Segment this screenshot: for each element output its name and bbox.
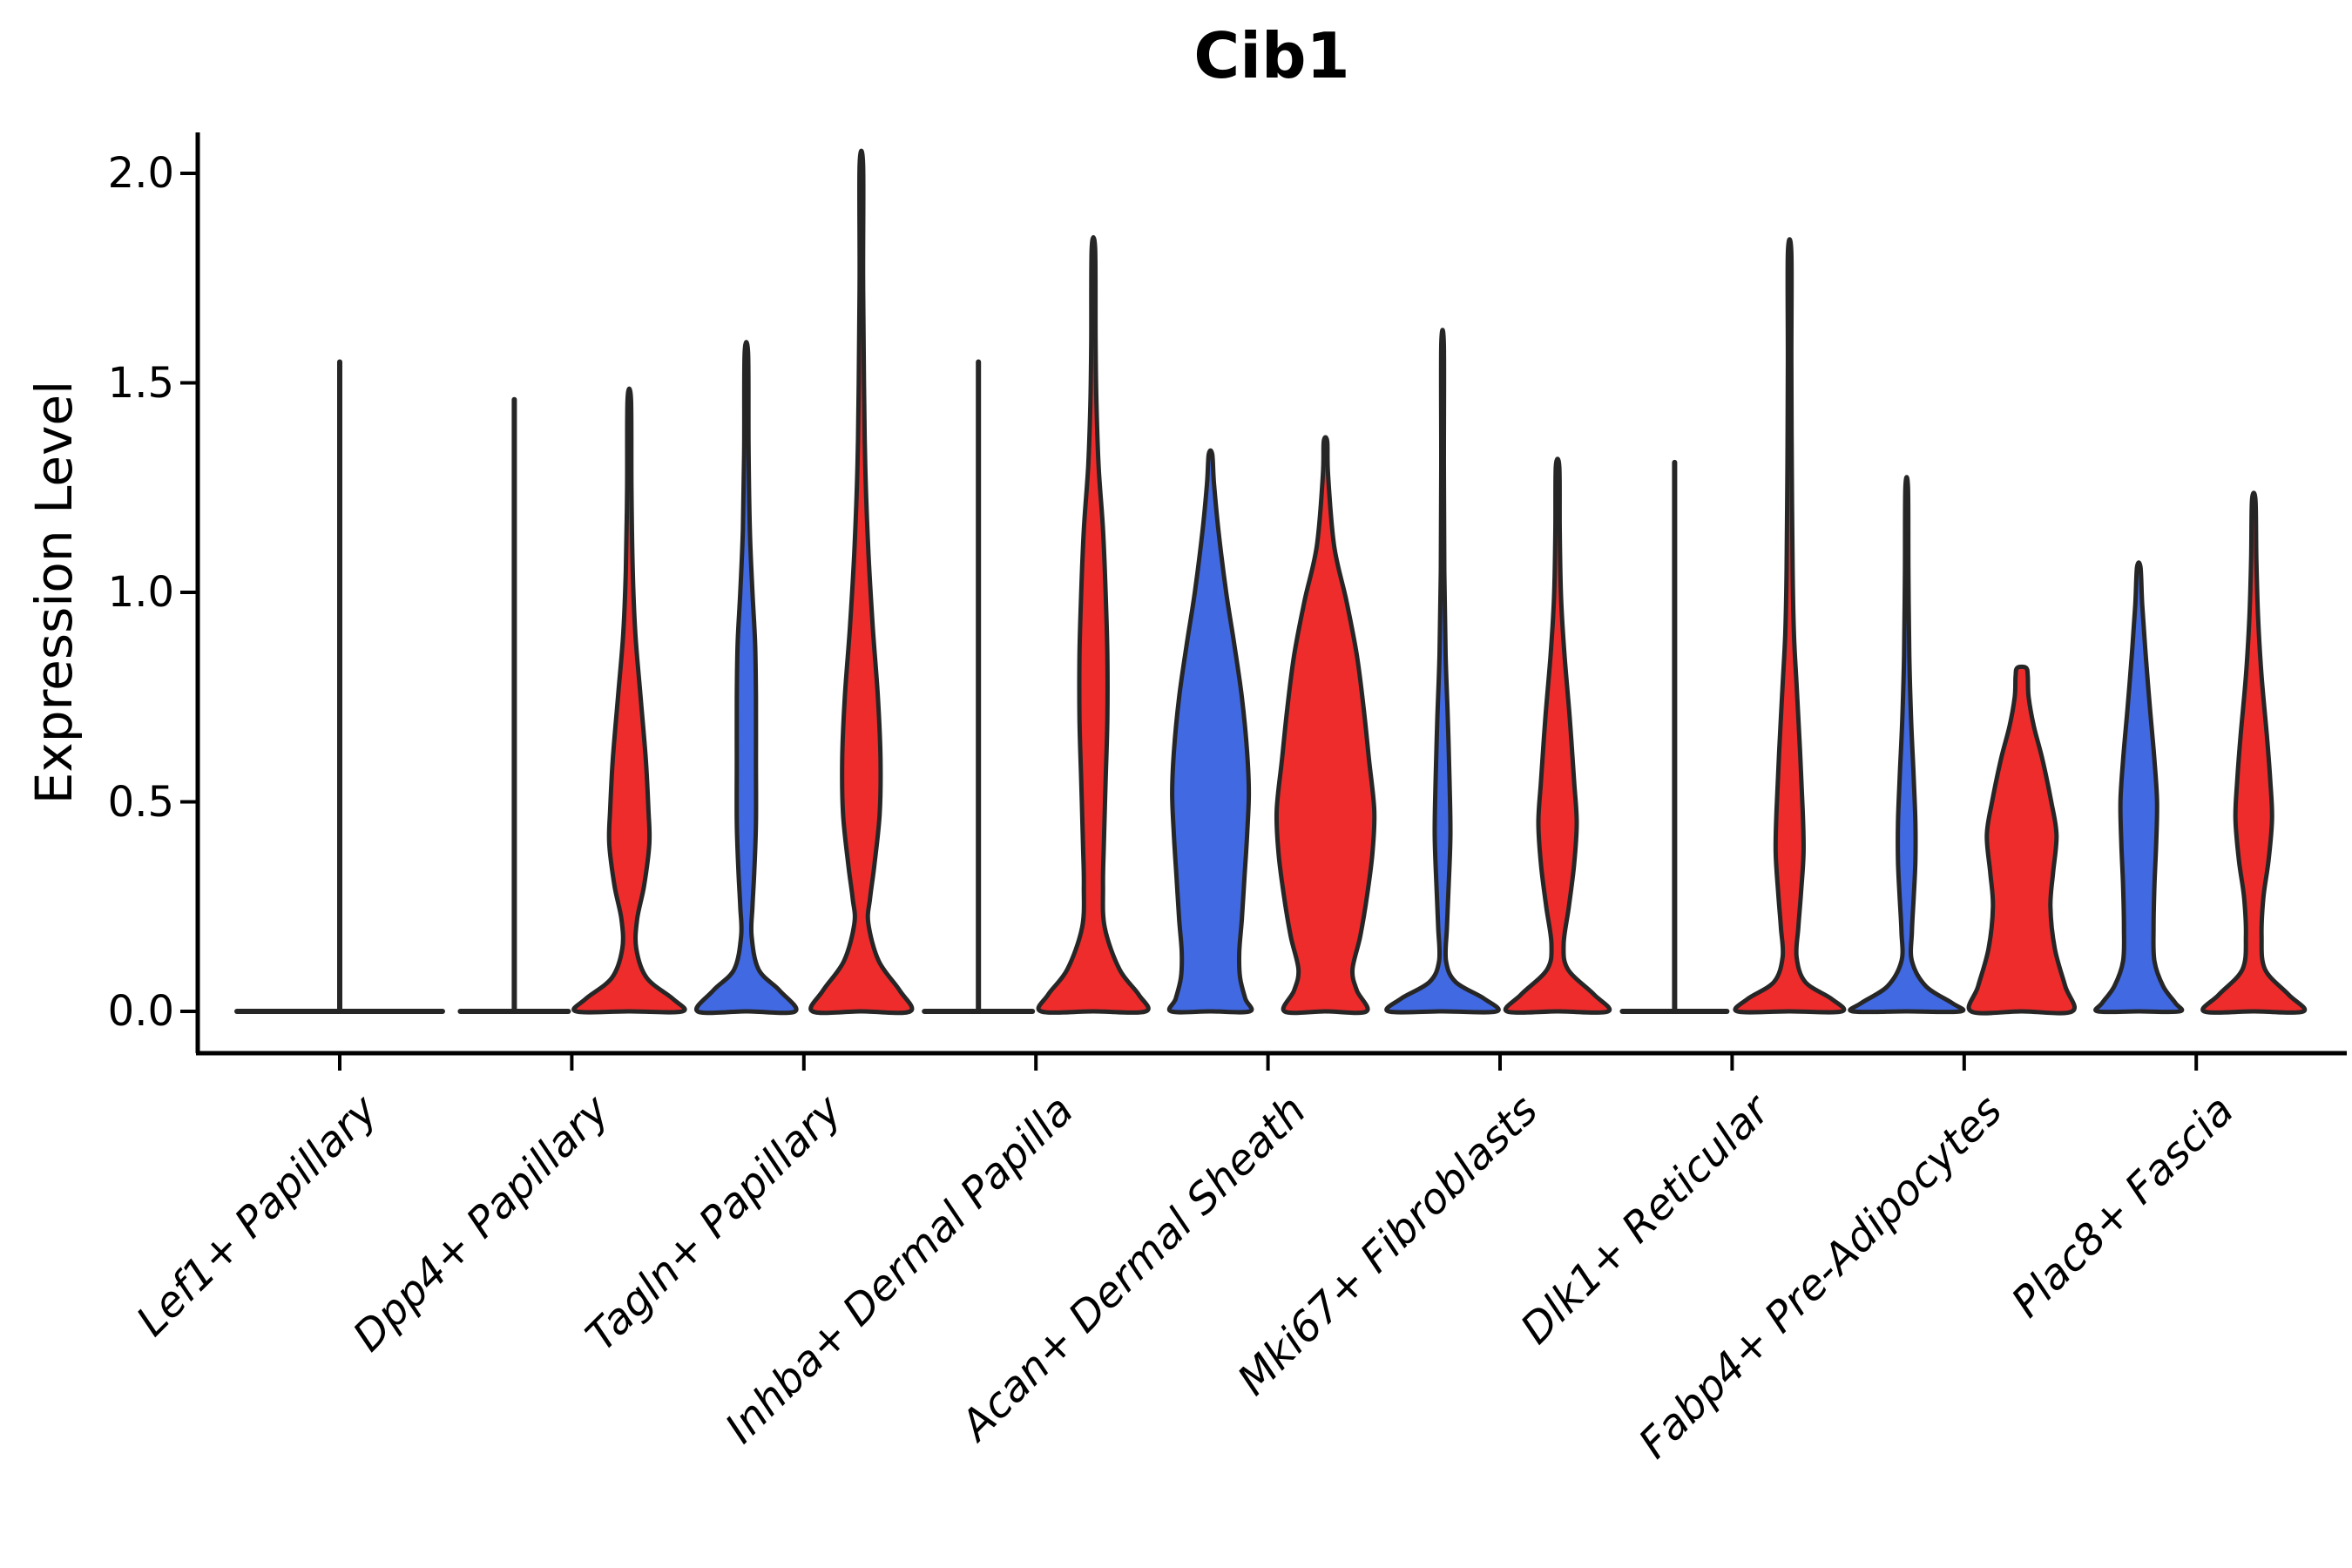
y-tick-label-0.0: 0.0 xyxy=(107,987,174,1036)
violin-red-cat6 xyxy=(1733,237,1847,1015)
violin-red-cat2 xyxy=(808,148,915,1016)
y-tick-label-2.0: 2.0 xyxy=(107,149,174,198)
violin-red-cat3 xyxy=(1036,234,1151,1015)
violin-red-cat5 xyxy=(1503,456,1612,1015)
violin-blue-cat8 xyxy=(2093,560,2185,1015)
y-tick-label-1.0: 1.0 xyxy=(107,568,174,617)
y-tick-label-0.5: 0.5 xyxy=(107,777,174,827)
violin-blue-cat2 xyxy=(693,340,799,1016)
violin-red-cat8 xyxy=(2200,490,2308,1015)
violin-red-cat7 xyxy=(1966,664,2077,1016)
violin-red-cat1 xyxy=(571,386,687,1015)
y-tick-label-1.5: 1.5 xyxy=(107,358,174,408)
page-title: Cib1 xyxy=(1193,19,1350,92)
violin-red-cat4 xyxy=(1274,435,1377,1016)
violin-blue-cat7 xyxy=(1848,475,1966,1015)
violin-blue-cat4 xyxy=(1166,448,1254,1015)
violin-blue-cat5 xyxy=(1384,328,1501,1015)
